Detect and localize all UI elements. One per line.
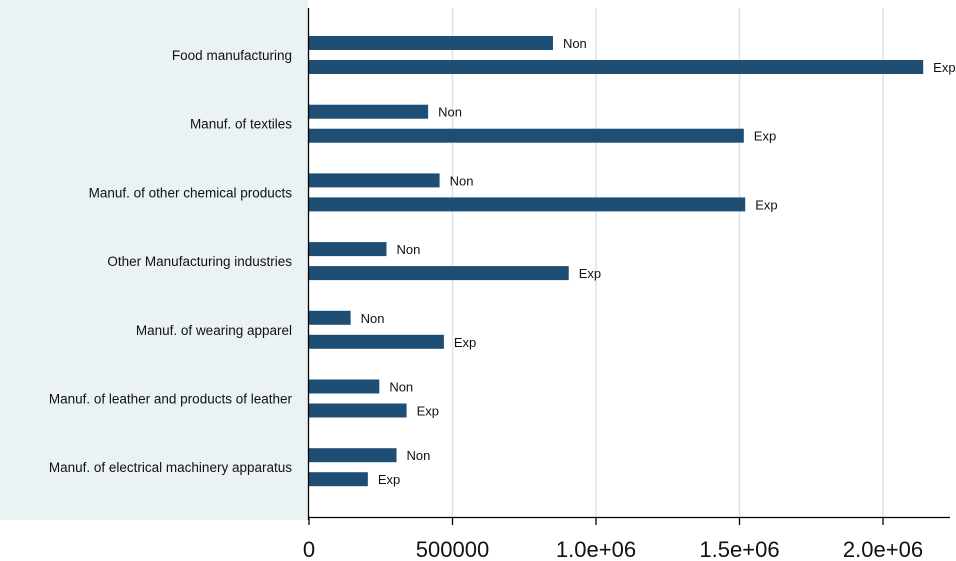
label-panel-background xyxy=(0,0,308,520)
bar-label-non: Non xyxy=(361,311,385,326)
bar-label-exp: Exp xyxy=(579,266,601,281)
category-label: Manuf. of leather and products of leathe… xyxy=(49,392,293,407)
bar-non xyxy=(309,242,387,257)
bar-exp xyxy=(309,472,368,487)
plot-background xyxy=(308,0,956,520)
bar-label-non: Non xyxy=(396,242,420,257)
category-label: Manuf. of textiles xyxy=(190,117,292,132)
bar-exp xyxy=(309,197,746,212)
bar-non xyxy=(309,310,351,325)
bar-label-exp: Exp xyxy=(378,472,400,487)
category-label: Manuf. of other chemical products xyxy=(89,185,293,200)
x-axis-ticks: 0 500000 1.0e+06 1.5e+06 2.0e+06 xyxy=(303,517,923,561)
x-tick-label: 0 xyxy=(303,537,315,561)
bar-label-non: Non xyxy=(407,448,431,463)
bar-exp xyxy=(309,403,407,418)
bar-label-non: Non xyxy=(389,380,413,395)
category-label: Manuf. of wearing apparel xyxy=(136,323,292,338)
bar-non xyxy=(309,173,440,188)
x-tick-label: 1.5e+06 xyxy=(699,537,779,561)
bar-non xyxy=(309,104,429,119)
bar-exp xyxy=(309,128,744,143)
bar-label-exp: Exp xyxy=(933,60,955,75)
x-tick-label: 2.0e+06 xyxy=(843,537,923,561)
bar-non xyxy=(309,36,553,50)
bar-exp xyxy=(309,60,924,74)
bar-label-exp: Exp xyxy=(417,404,439,419)
bar-label-non: Non xyxy=(438,105,462,120)
bar-exp xyxy=(309,334,444,349)
category-label: Manuf. of electrical machinery apparatus xyxy=(49,460,292,475)
bar-label-non: Non xyxy=(563,36,587,51)
grid-lines xyxy=(451,8,884,517)
category-labels: Food manufacturing Manuf. of textiles Manu… xyxy=(49,48,293,475)
bar-non xyxy=(309,448,397,463)
bar-label-non: Non xyxy=(450,173,474,188)
category-label: Food manufacturing xyxy=(172,48,292,63)
bar-label-exp: Exp xyxy=(754,129,776,144)
x-tick-label: 500000 xyxy=(416,537,489,561)
bars: Non Exp Non Exp Non Exp Non Exp Non Exp Non Exp Non E… xyxy=(309,36,956,487)
bar-label-exp: Exp xyxy=(755,197,777,212)
bar-exp xyxy=(309,266,569,281)
x-tick-label: 1.0e+06 xyxy=(556,537,636,561)
category-label: Other Manufacturing industries xyxy=(107,254,292,269)
bar-label-exp: Exp xyxy=(454,335,476,350)
bar-non xyxy=(309,379,380,394)
